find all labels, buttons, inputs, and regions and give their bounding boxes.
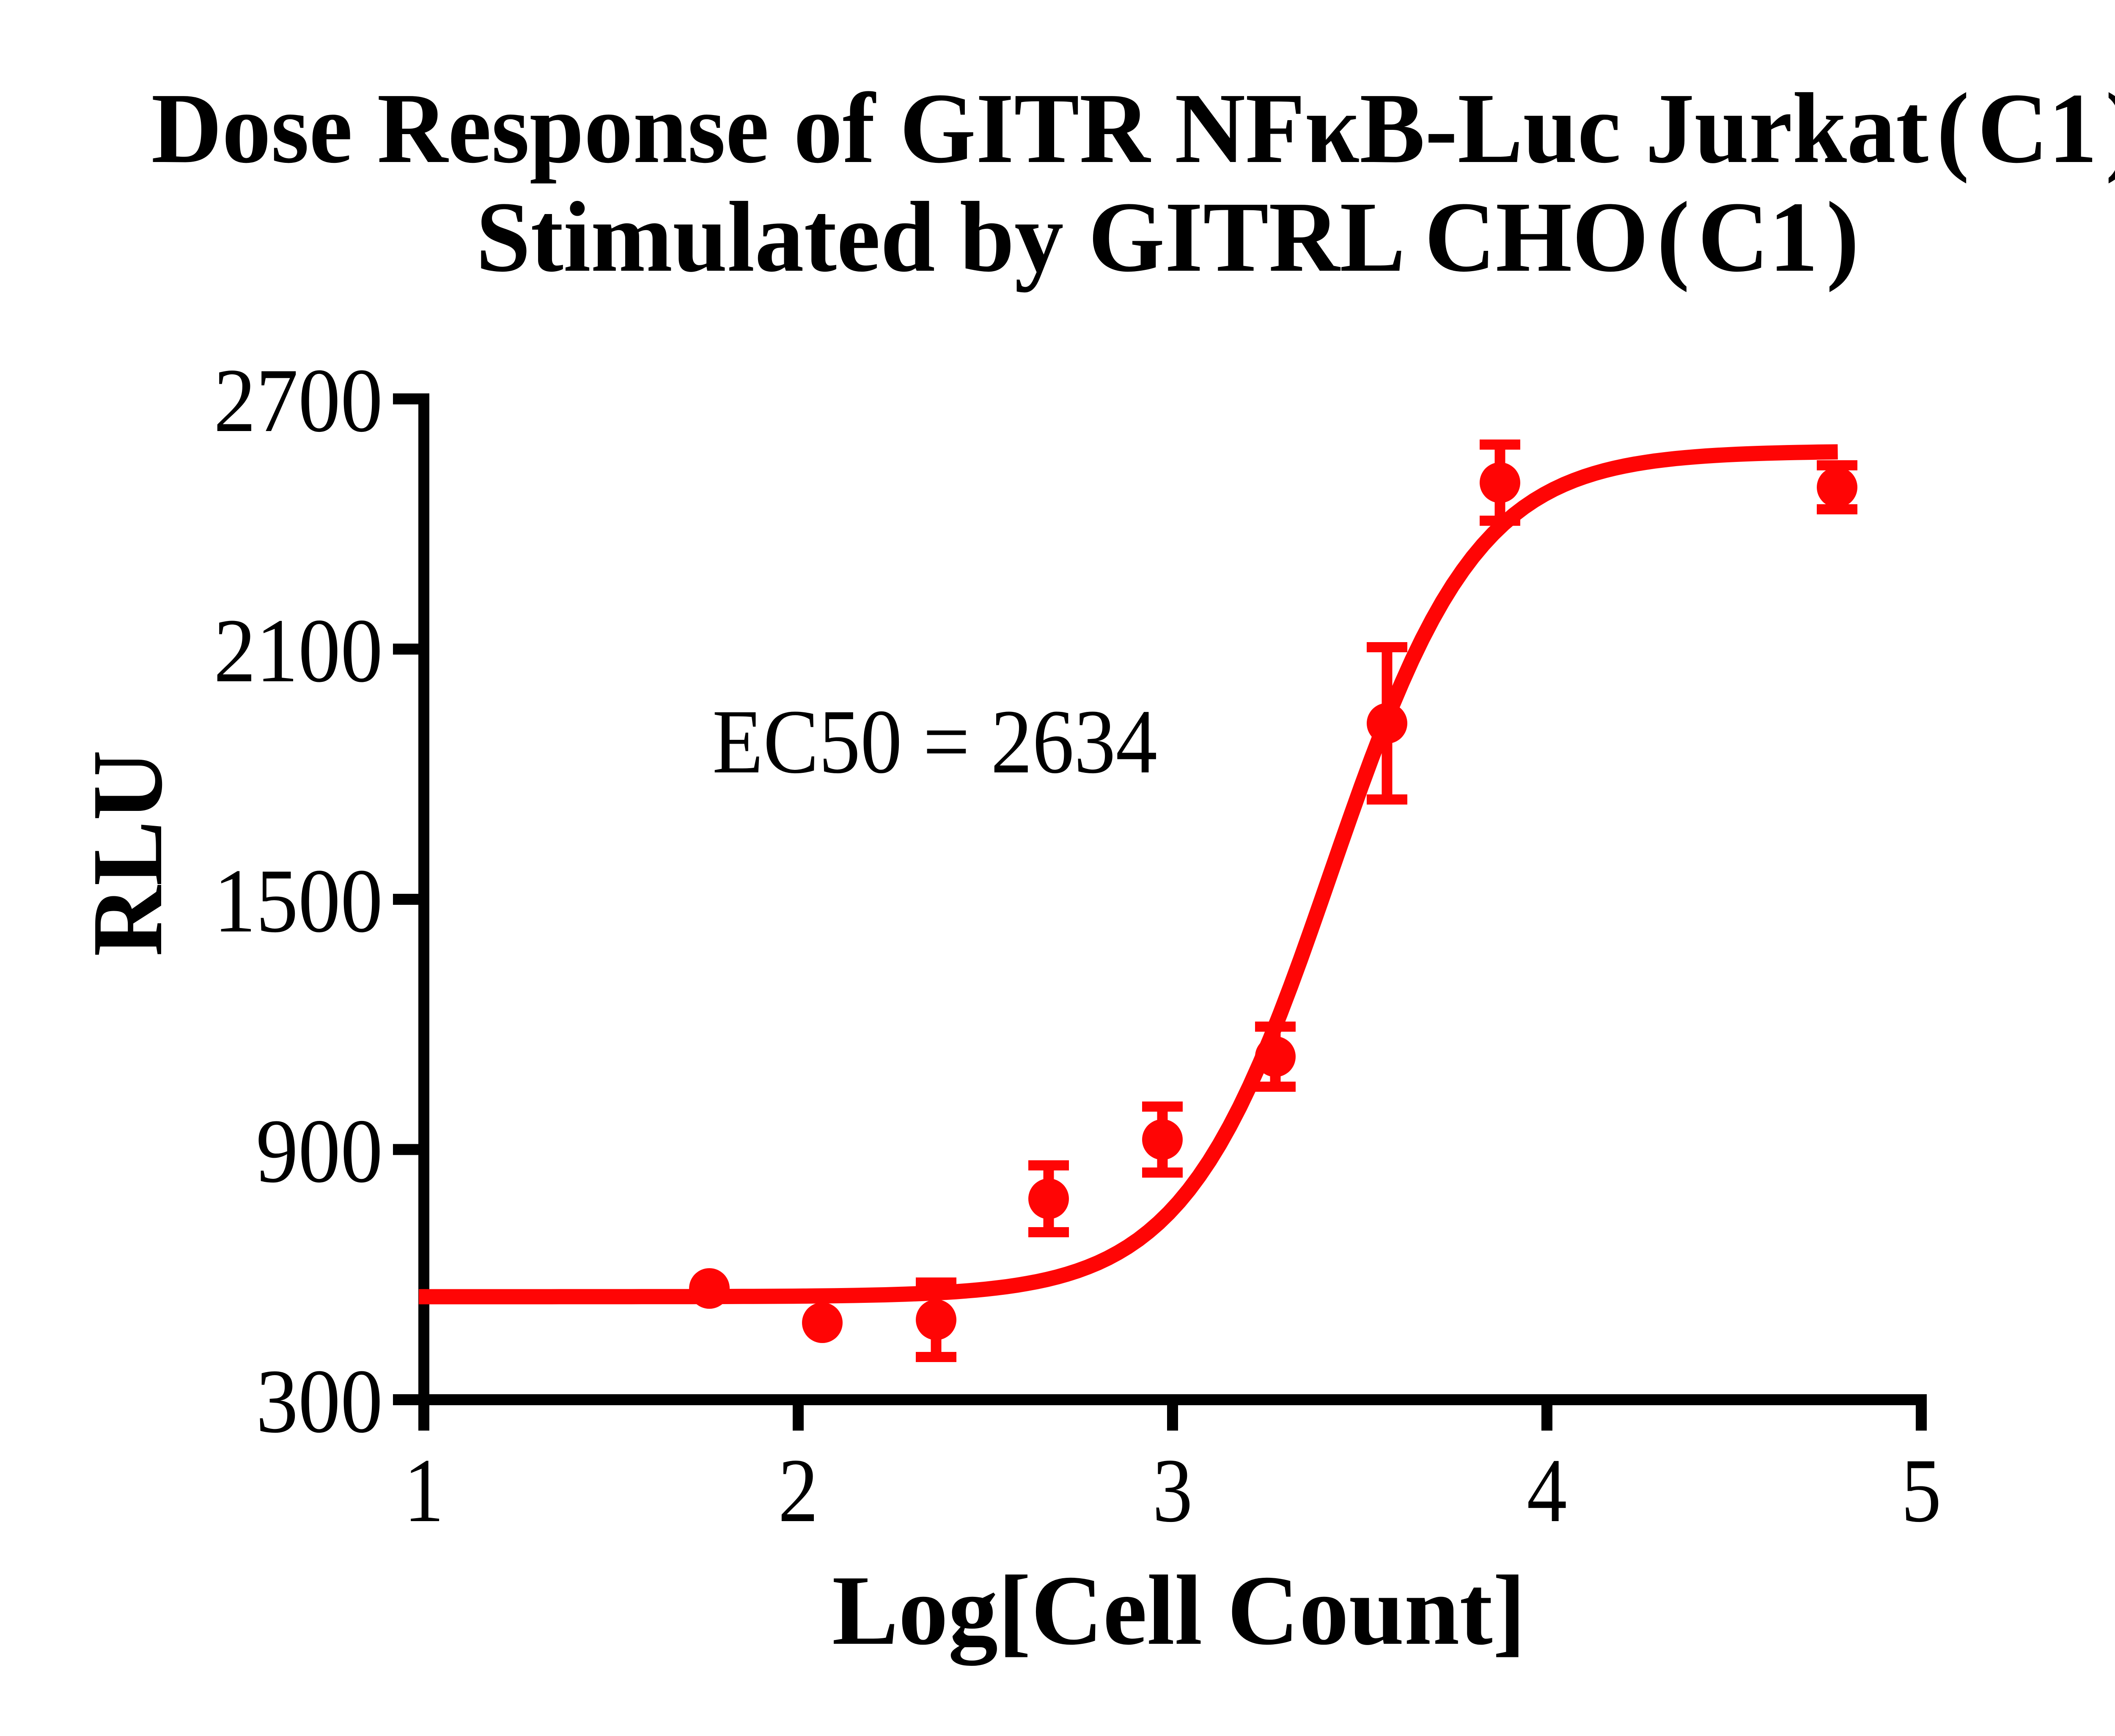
svg-text:2100: 2100: [214, 600, 383, 701]
svg-text:RLU: RLU: [72, 750, 183, 956]
svg-text:2: 2: [778, 1440, 819, 1541]
svg-text:2700: 2700: [214, 350, 383, 451]
svg-text:900: 900: [256, 1101, 383, 1202]
svg-text:1500: 1500: [214, 850, 383, 951]
svg-text:300: 300: [256, 1351, 383, 1452]
svg-text:1: 1: [404, 1440, 444, 1541]
svg-text:Dose Response of GITR NFκB-Luc: Dose Response of GITR NFκB-Luc Jurkat ( …: [151, 73, 2115, 184]
svg-text:Log[Cell Count]: Log[Cell Count]: [832, 1555, 1526, 1666]
svg-text:EC50 = 2634: EC50 = 2634: [712, 691, 1157, 792]
svg-text:5: 5: [1901, 1440, 1942, 1541]
svg-text:Stimulated by GITRL CHO ( C1 ): Stimulated by GITRL CHO ( C1 ): [476, 181, 1859, 293]
svg-text:4: 4: [1527, 1440, 1567, 1541]
svg-text:3: 3: [1153, 1440, 1193, 1541]
